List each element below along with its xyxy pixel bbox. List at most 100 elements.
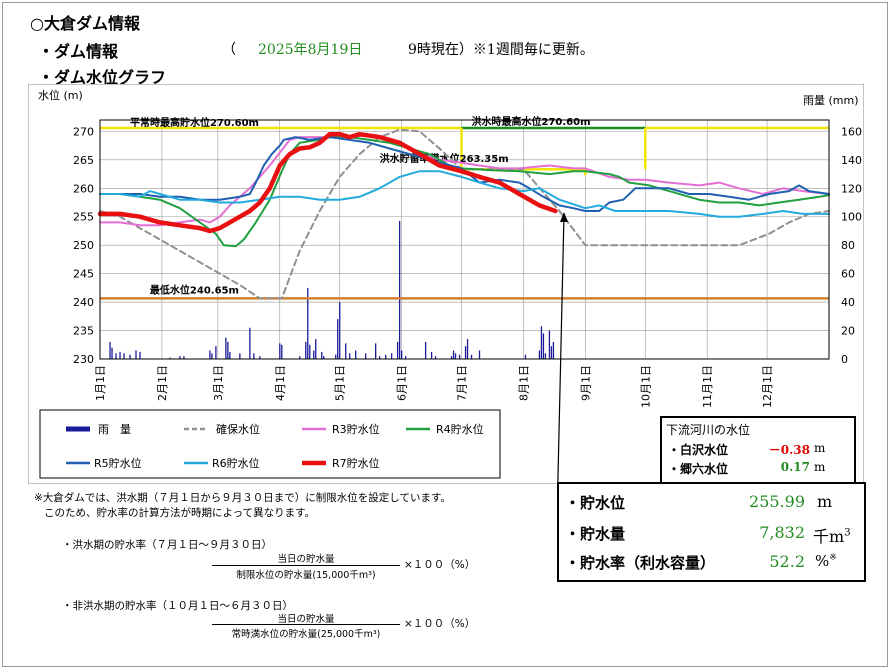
rain-bar xyxy=(379,356,381,359)
x-tick-label: 10月1日 xyxy=(639,365,652,408)
y-tick-label: 260 xyxy=(73,182,94,195)
rain-bar xyxy=(115,353,117,359)
rain-bar xyxy=(249,327,251,359)
rain-bar xyxy=(111,347,113,359)
rain-bar xyxy=(239,353,241,359)
y-tick-label: 245 xyxy=(73,268,94,281)
update-time-note: 9時現在）※1週間毎に更新。 xyxy=(408,42,594,58)
downstream-level-box: 下流河川の水位 ・白沢水位 －0.38 m ・郷六水位 0.17 m xyxy=(660,416,856,484)
rain-bar xyxy=(478,350,481,359)
rain-bar xyxy=(123,353,125,359)
y-tick-label: 235 xyxy=(73,325,94,338)
rain-bar xyxy=(400,350,403,359)
goroku-label: ・郷六水位 xyxy=(668,462,729,476)
shirasawa-unit: m xyxy=(814,441,826,455)
y-tick-label: 230 xyxy=(73,353,94,366)
rain-bar xyxy=(540,326,543,359)
rain-bar xyxy=(109,341,111,359)
nonflood-fraction-bar xyxy=(212,624,400,625)
rain-bar xyxy=(299,356,301,359)
y-tick-label: 265 xyxy=(73,154,94,167)
rain-bar xyxy=(307,287,309,359)
rain-bar xyxy=(450,356,453,359)
y2-tick-label: 160 xyxy=(841,125,862,138)
rain-bar xyxy=(305,341,307,359)
rain-bar xyxy=(339,302,341,359)
volume-unit-text: 千m xyxy=(813,527,845,546)
nonflood-rate-multiplier: ×１００（%） xyxy=(404,618,476,630)
rain-bar xyxy=(281,344,283,359)
y2-axis-label: 雨量 (mm) xyxy=(803,94,859,107)
rain-bar xyxy=(183,356,185,359)
y2-tick-label: 80 xyxy=(841,239,855,252)
rain-bar xyxy=(452,350,455,359)
x-tick-label: 1月1日 xyxy=(94,365,107,401)
rain-bar xyxy=(470,354,473,359)
x-tick-label: 8月1日 xyxy=(517,365,530,401)
rain-bar xyxy=(464,346,467,359)
y2-tick-label: 140 xyxy=(841,154,862,167)
rain-bar xyxy=(375,343,377,359)
rain-bar xyxy=(227,341,229,359)
rain-bar xyxy=(365,353,367,359)
rain-bar xyxy=(396,341,399,359)
legend-r5: R5貯水位 xyxy=(94,456,142,470)
y-tick-label: 270 xyxy=(73,125,94,138)
rain-bar xyxy=(169,357,171,359)
rain-bar xyxy=(259,356,261,359)
x-tick-label: 7月1日 xyxy=(456,365,469,401)
legend: 雨 量 確保水位 R3貯水位 R4貯水位 R5貯水位 R6貯水位 R7貯水位 xyxy=(39,409,501,479)
note-line-1: ※大倉ダムでは、洪水期（７月１日から９月３０日まで）に制限水位を設定しています。 xyxy=(34,492,451,504)
y2-tick-label: 60 xyxy=(841,268,855,281)
series-lines xyxy=(97,128,830,300)
rain-bar xyxy=(211,353,213,359)
rain-bar xyxy=(458,354,461,359)
y-tick-label: 250 xyxy=(73,239,94,252)
update-date: 2025年8月19日 xyxy=(258,42,363,58)
series-line-R6貯水位 xyxy=(99,170,830,218)
reference-label: 洪水時最高水位270.60m xyxy=(471,115,590,128)
rain-bar xyxy=(552,341,555,359)
flood-rate-multiplier: ×１００（%） xyxy=(404,559,476,571)
x-tick-label: 6月1日 xyxy=(396,365,409,401)
x-tick-label: 5月1日 xyxy=(334,365,347,401)
y2-tick-label: 0 xyxy=(841,353,848,366)
series-line-R3貯水位 xyxy=(99,134,830,227)
rain-bar xyxy=(542,333,545,359)
pointer-line xyxy=(557,213,565,484)
rain-bar xyxy=(524,354,527,359)
legend-r7: R7貯水位 xyxy=(332,456,380,470)
x-tick-label: 12月1日 xyxy=(761,365,774,408)
rain-bar xyxy=(229,351,231,359)
rain-bar xyxy=(391,353,393,359)
goroku-unit: m xyxy=(814,460,826,474)
rain-bar xyxy=(466,339,469,359)
volume-label: ・貯水量 xyxy=(565,525,626,543)
rain-bar xyxy=(135,350,137,359)
level-value: 255.99 xyxy=(749,492,805,511)
y-tick-label: 255 xyxy=(73,211,94,224)
reference-label: 最低水位240.65m xyxy=(150,283,239,296)
rain-bar xyxy=(129,354,131,359)
rain-bar xyxy=(139,351,141,359)
rate-unit: %※ xyxy=(815,552,837,570)
legend-r6: R6貯水位 xyxy=(212,456,260,470)
rain-bar xyxy=(337,319,339,359)
legend-kakuho: 確保水位 xyxy=(216,422,260,436)
x-tick-label: 2月1日 xyxy=(156,365,169,401)
rain-bar xyxy=(313,350,315,359)
rain-bar xyxy=(215,346,217,359)
x-tick-label: 11月1日 xyxy=(701,365,714,408)
reservoir-stats-box: ・貯水位 255.99 m ・貯水量 7,832 千m3 ・貯水率（利水容量） … xyxy=(557,482,866,582)
rain-bar xyxy=(309,344,311,359)
legend-r4: R4貯水位 xyxy=(436,422,484,436)
rain-bar xyxy=(548,330,551,359)
shirasawa-value: －0.38 xyxy=(768,443,810,457)
rain-bar xyxy=(385,354,387,359)
x-tick-label: 3月1日 xyxy=(212,365,225,401)
rain-bars xyxy=(109,221,555,359)
reference-label: 平常時最高貯水位270.60m xyxy=(130,116,259,129)
y2-tick-label: 20 xyxy=(841,325,855,338)
rain-bar xyxy=(345,343,347,359)
